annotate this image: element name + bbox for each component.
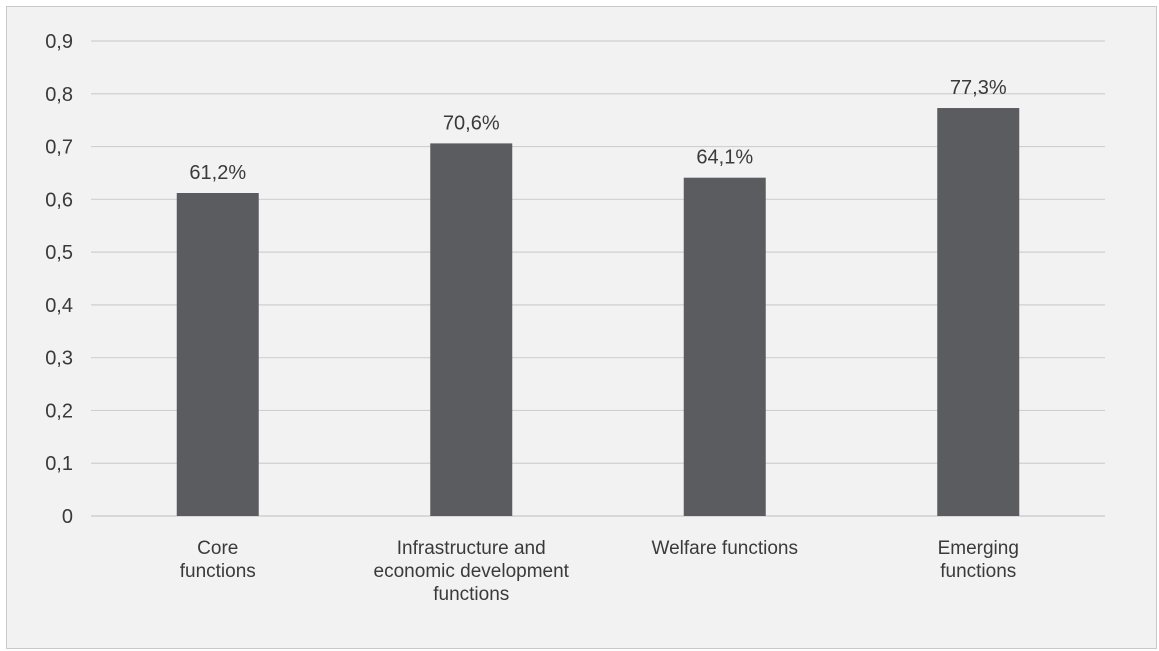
bar [683,177,766,516]
grid-lines [91,40,1105,517]
data-label: 70,6% [443,112,500,134]
data-labels: 61,2% 70,6% 64,1% 77,3% [189,77,1006,184]
y-tick-label: 0,9 [45,31,73,53]
category-label: Emerging functions [938,538,1019,582]
bars [176,108,1020,517]
category-label: Core functions [180,538,256,582]
y-tick-label: 0,6 [45,189,73,211]
bar [430,143,513,516]
bar-chart: 00,10,20,30,40,50,60,70,80,9 61,2%70,6%6… [45,31,1105,605]
y-tick-label: 0,1 [45,453,73,475]
data-label: 61,2% [189,162,246,184]
bar [937,108,1020,517]
y-axis-tick-labels: 0 0,1 0,2 0,3 0,4 0,5 0,6 0,7 0,8 0,9 [45,31,73,528]
y-tick-label: 0,7 [45,137,73,159]
y-tick-label: 0,4 [45,295,73,317]
category-label: Welfare functions [652,538,798,559]
y-tick-label: 0,2 [45,400,73,422]
x-axis-category-labels: Core functions Infrastructure and economic … [180,538,1019,605]
data-label: 77,3% [950,77,1007,99]
bar [176,193,259,516]
y-tick-label: 0,5 [45,242,73,264]
y-tick-label: 0,8 [45,84,73,106]
chart-frame: 0 0,1 0,2 0,3 0,4 0,5 0,6 0,7 0,8 0,9 61,2% 70,6% 6… [6,6,1157,649]
data-label: 64,1% [696,147,753,169]
category-label: Infrastructure and economic development fu… [374,538,570,605]
y-tick-label: 0,3 [45,348,73,370]
y-tick-label: 0 [62,506,73,528]
